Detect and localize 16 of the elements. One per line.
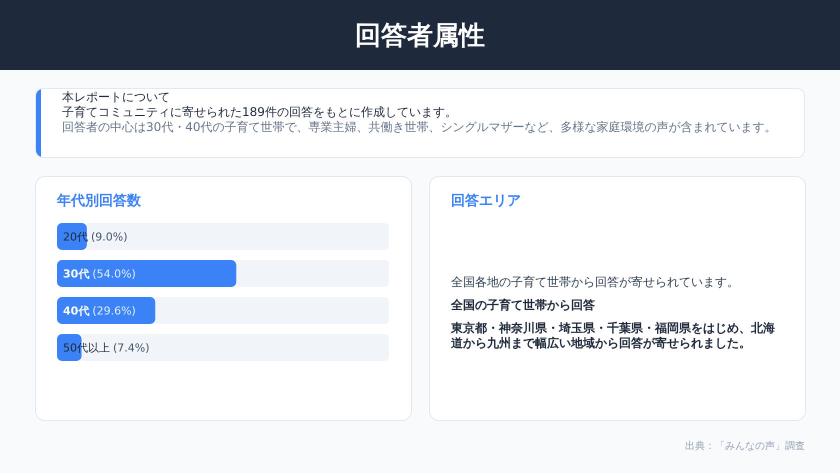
data-label: (54.0%)	[92, 268, 136, 280]
data-label: (29.6%)	[92, 304, 136, 318]
text: 東京都・神奈川県・埼玉県・千葉県・福岡県をはじめ、北海道から九州まで幅広い地域から回答が寄せられました。	[451, 321, 776, 351]
text: 回答エリア	[451, 192, 521, 210]
data-label: (7.4%)	[113, 342, 150, 354]
chart-title: 年代別回答数	[57, 192, 141, 210]
text: 回答者の中心は30代・40代の子育て世帯で、専業主婦、共働き世帯、シングルマザーなど、多様な家庭環境の声が含まれています。	[62, 120, 778, 134]
source-note: 出典：「みんなの声」調査	[685, 440, 805, 453]
text: 子育てコミュニティに寄せられた189件の回答をもとに作成しています。	[62, 105, 458, 120]
text: 回答者属性	[0, 0, 840, 70]
y-tick-label: 40代	[63, 304, 90, 318]
y-tick-label: 30代	[63, 268, 90, 280]
data-label: (9.0%)	[91, 230, 128, 244]
text: 全国の子育て世帯から回答	[451, 298, 596, 313]
text: 全国各地の子育て世帯から回答が寄せられています。	[451, 275, 740, 290]
text: 本レポートについて	[62, 90, 171, 105]
